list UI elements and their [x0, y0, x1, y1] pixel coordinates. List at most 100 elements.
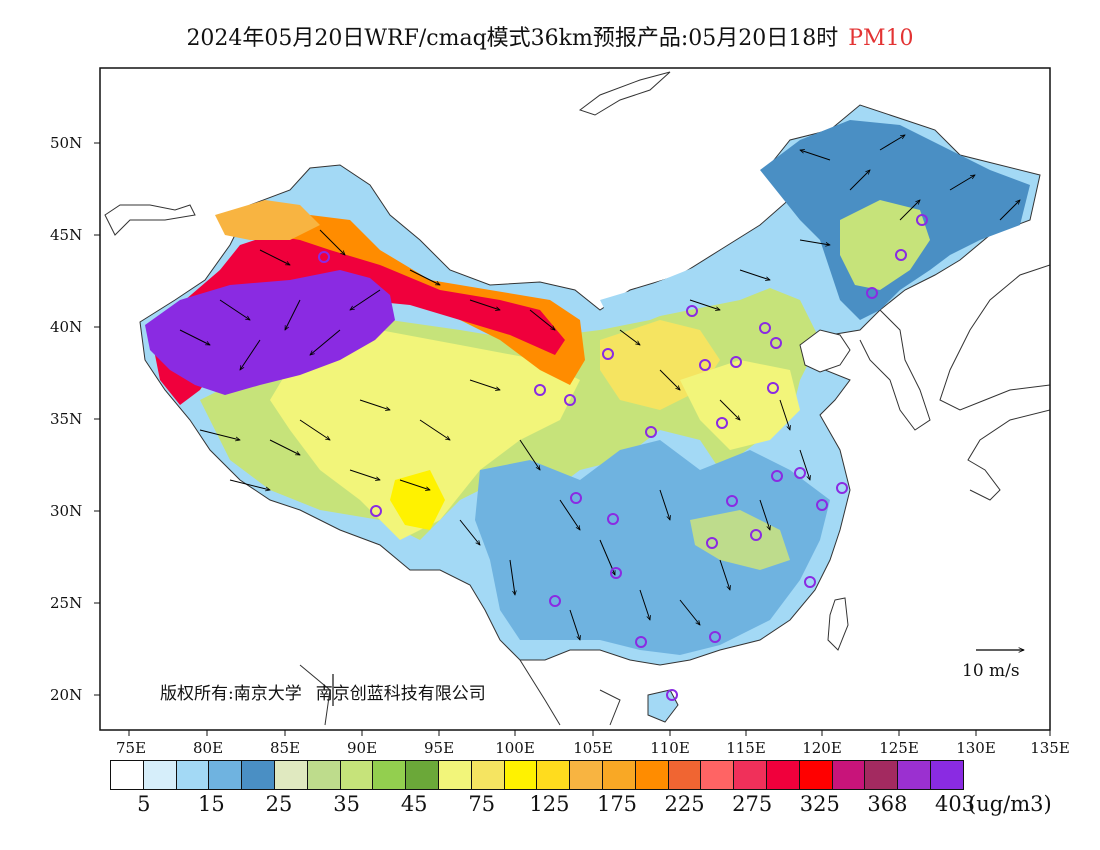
- lon-tick-label: 95E: [423, 739, 455, 757]
- legend-swatch: [339, 760, 374, 790]
- city-marker: [549, 595, 561, 607]
- bohai-sea: [799, 329, 851, 373]
- lat-tick-label: 20N: [50, 686, 83, 704]
- legend-swatch: [372, 760, 407, 790]
- lon-tick-label: 120E: [802, 739, 842, 757]
- city-marker: [570, 492, 582, 504]
- city-marker: [750, 529, 762, 541]
- title-variable: PM10: [848, 26, 914, 51]
- map-frame: [99, 67, 1051, 731]
- city-marker: [666, 689, 678, 701]
- color-legend: [110, 760, 964, 790]
- lon-tick-label: 135E: [1030, 739, 1070, 757]
- lon-tick-label: 115E: [726, 739, 766, 757]
- zone-extreme: [145, 270, 395, 395]
- legend-swatch: [503, 760, 538, 790]
- legend-label: 225: [664, 792, 705, 816]
- legend-swatch: [405, 760, 439, 790]
- legend-swatch: [142, 760, 177, 790]
- russia-coast: [578, 71, 671, 116]
- city-marker: [716, 417, 728, 429]
- city-marker: [895, 249, 907, 261]
- zone-ncentral-orange: [215, 200, 320, 240]
- city-marker: [706, 537, 718, 549]
- legend-swatch: [273, 760, 308, 790]
- legend-swatch: [864, 760, 899, 790]
- japan-outline: [939, 264, 1050, 411]
- zone-south-clean: [475, 440, 830, 655]
- legend-swatch: [667, 760, 702, 790]
- wind-vectors: [179, 135, 1020, 640]
- legend-label: 45: [400, 792, 428, 816]
- zone-ne-green: [840, 200, 930, 290]
- legend-swatch: [798, 760, 833, 790]
- legend-label: 75: [468, 792, 496, 816]
- japan-outline-south: [967, 409, 1050, 501]
- lon-tick-label: 85E: [269, 739, 301, 757]
- legend-swatch: [110, 760, 144, 790]
- legend-swatch: [470, 760, 505, 790]
- axis-ticks: [94, 142, 1051, 736]
- lat-tick-label: 50N: [50, 134, 83, 152]
- se-asia-outline: [299, 659, 621, 726]
- legend-label: 275: [732, 792, 773, 816]
- city-marker: [318, 251, 330, 263]
- lon-tick-label: 105E: [573, 739, 613, 757]
- lon-tick-label: 110E: [650, 739, 690, 757]
- legend-swatch: [569, 760, 603, 790]
- city-marker: [759, 322, 771, 334]
- legend-swatch: [897, 760, 931, 790]
- taiwan-island: [827, 597, 849, 651]
- city-marker: [610, 567, 622, 579]
- lat-tick-label: 30N: [50, 502, 83, 520]
- legend-swatch: [634, 760, 669, 790]
- city-marker: [534, 384, 546, 396]
- wind-reference-label: 10 m/s: [962, 661, 1020, 681]
- city-marker: [794, 467, 806, 479]
- city-marker: [816, 499, 828, 511]
- legend-swatch: [601, 760, 636, 790]
- lon-tick-label: 90E: [346, 739, 378, 757]
- legend-swatch: [831, 760, 866, 790]
- legend-label: 368: [867, 792, 908, 816]
- city-marker: [635, 636, 647, 648]
- legend-label: 125: [529, 792, 570, 816]
- city-marker: [564, 394, 576, 406]
- lon-tick-label: 130E: [956, 739, 996, 757]
- lon-tick-label: 80E: [192, 739, 224, 757]
- lon-tick-label: 125E: [879, 739, 919, 757]
- copyright-part1: 版权所有:南京大学: [160, 684, 302, 704]
- legend-swatch: [175, 760, 210, 790]
- city-marker: [804, 576, 816, 588]
- korea-outline: [859, 309, 931, 431]
- legend-swatch: [208, 760, 243, 790]
- city-marker: [730, 356, 742, 368]
- city-marker: [836, 482, 848, 494]
- zone-sichuan-yellow: [390, 470, 445, 530]
- hainan-island: [647, 689, 679, 723]
- legend-label: 25: [265, 792, 293, 816]
- city-marker: [767, 382, 779, 394]
- city-marker: [866, 287, 878, 299]
- city-marker: [607, 513, 619, 525]
- zone-north-blue: [600, 225, 820, 320]
- lat-tick-label: 35N: [50, 410, 83, 428]
- zone-yellow-east: [680, 360, 800, 450]
- legend-label: 175: [596, 792, 638, 816]
- map-title: 2024年05月20日WRF/cmaq模式36km预报产品:05月20日18时 P…: [0, 20, 1100, 52]
- legend-swatch: [306, 760, 341, 790]
- legend-swatch: [733, 760, 767, 790]
- city-marker: [645, 426, 657, 438]
- lat-tick-label: 40N: [50, 318, 83, 336]
- city-marker: [686, 305, 698, 317]
- zone-very-high: [150, 235, 565, 405]
- caspian-outline: [104, 204, 196, 236]
- city-markers: [318, 214, 928, 701]
- legend-label: 15: [198, 792, 225, 816]
- legend-label: 5: [137, 792, 151, 816]
- city-marker: [771, 470, 783, 482]
- zone-yellow: [270, 330, 580, 540]
- title-main: 2024年05月20日WRF/cmaq模式36km预报产品:05月20日18时: [186, 26, 839, 51]
- legend-label: 403: [934, 792, 976, 816]
